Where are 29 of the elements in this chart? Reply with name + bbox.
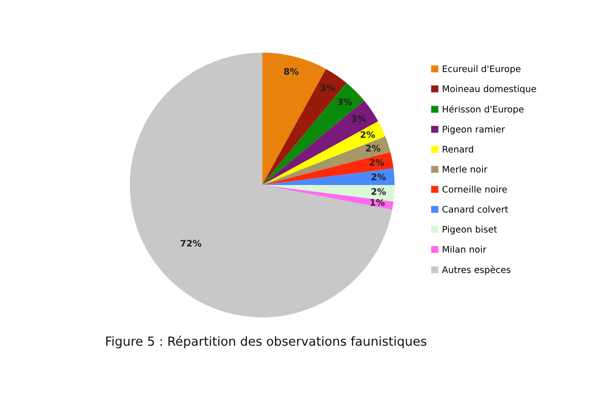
pie-slice — [262, 152, 394, 185]
pie-slice — [262, 121, 386, 185]
legend-label: Merle noir — [442, 166, 488, 173]
legend-label: Milan noir — [442, 246, 486, 253]
data-label: 3% — [351, 115, 366, 122]
pie-slice — [262, 136, 390, 185]
data-label: 72% — [180, 240, 202, 247]
data-label: 2% — [371, 188, 386, 195]
legend-label: Moineau domestique — [442, 85, 536, 94]
legend-label: Canard colvert — [442, 206, 508, 213]
data-label: 2% — [371, 173, 386, 180]
pie-slice — [130, 52, 392, 318]
legend-label: Corneille noire — [442, 186, 507, 193]
data-label: 2% — [360, 131, 375, 138]
legend-label: Autres espèces — [442, 266, 510, 275]
data-label: 2% — [370, 158, 384, 166]
pie-slice — [262, 185, 394, 210]
legend-label: Pigeon biset — [442, 226, 497, 234]
data-label: 1% — [370, 199, 385, 206]
legend-label: Hérisson d'Europe — [442, 105, 524, 114]
pie-slice — [262, 168, 395, 185]
data-label: 3% — [320, 84, 336, 92]
data-label: 8% — [284, 68, 299, 75]
legend-label: Ecureuil d'Europe — [442, 65, 520, 74]
legend-label: Renard — [442, 146, 474, 153]
legend-label: Pigeon ramier — [442, 126, 505, 134]
data-label: 2% — [366, 144, 380, 152]
data-label: 3% — [337, 98, 352, 106]
caption: Figure 5 : Répartition des observations faunistiques — [106, 336, 426, 348]
